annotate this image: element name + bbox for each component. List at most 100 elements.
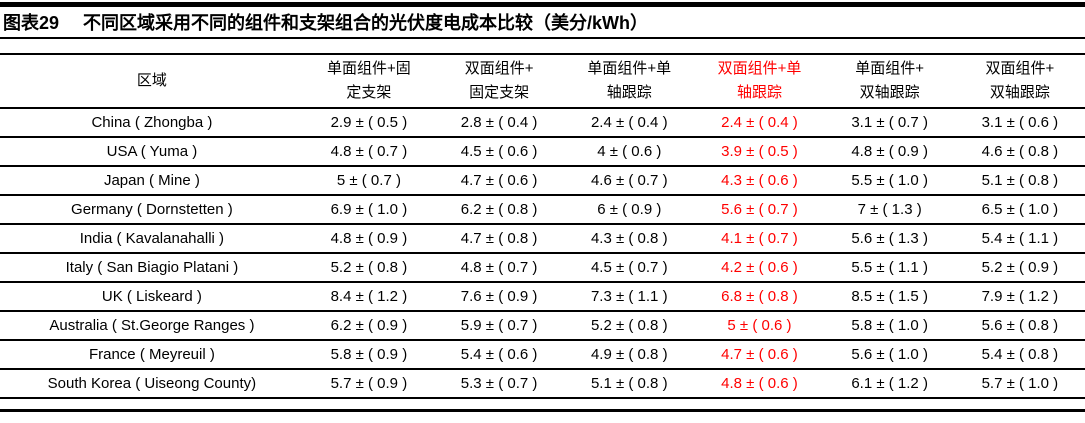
value-cell: 5.6 ± ( 0.8 ) — [954, 311, 1085, 341]
region-cell: China ( Zhongba ) — [0, 108, 304, 138]
value-cell: 5 ± ( 0.6 ) — [694, 311, 825, 341]
value-cell: 6.8 ± ( 0.8 ) — [694, 282, 825, 312]
value-cell: 4.8 ± ( 0.9 ) — [303, 224, 434, 254]
value-cell: 4.8 ± ( 0.6 ) — [694, 369, 825, 399]
table-row: Australia ( St.George Ranges ) 6.2 ± ( 0.… — [0, 311, 1085, 341]
value-cell: 4.8 ± ( 0.7 ) — [303, 137, 434, 167]
value-cell: 5.6 ± ( 0.7 ) — [694, 195, 825, 225]
table-row: Italy ( San Biagio Platani ) 5.2 ± ( 0.8 … — [0, 253, 1085, 283]
value-cell: 2.9 ± ( 0.5 ) — [303, 108, 434, 138]
region-cell: France ( Meyreuil ) — [0, 340, 304, 370]
table-row: Japan ( Mine ) 5 ± ( 0.7 ) 4.7 ± ( 0.6 ) 4.… — [0, 166, 1085, 196]
column-header-line1: 双面组件+单 — [717, 60, 802, 77]
value-cell: 2.4 ± ( 0.4 ) — [564, 108, 695, 138]
value-cell: 4.8 ± ( 0.9 ) — [824, 137, 955, 167]
region-cell: Italy ( San Biagio Platani ) — [0, 253, 304, 283]
column-header-line1: 双面组件+ — [464, 60, 534, 77]
table-row: USA ( Yuma ) 4.8 ± ( 0.7 ) 4.5 ± ( 0.6 ) 4 … — [0, 137, 1085, 167]
value-cell: 6.2 ± ( 0.9 ) — [303, 311, 434, 341]
region-cell: Australia ( St.George Ranges ) — [0, 311, 304, 341]
column-header: 双面组件+ 固定支架 — [434, 54, 565, 109]
value-cell: 4.3 ± ( 0.6 ) — [694, 166, 825, 196]
lcoe-table: 区域 单面组件+固 定支架 双面组件+ 固定支架 单面组件+单 轴跟踪 双面组件+单 轴跟踪单… — [0, 53, 1085, 399]
table-row: Germany ( Dornstetten ) 6.9 ± ( 1.0 ) 6.2 … — [0, 195, 1085, 225]
value-cell: 5.3 ± ( 0.7 ) — [434, 369, 565, 399]
value-cell: 4.8 ± ( 0.7 ) — [434, 253, 565, 283]
value-cell: 4.5 ± ( 0.7 ) — [564, 253, 695, 283]
value-cell: 7.3 ± ( 1.1 ) — [564, 282, 695, 312]
column-header-line1: 单面组件+单 — [587, 60, 672, 77]
region-cell: South Korea ( Uiseong County) — [0, 369, 304, 399]
column-header-line2: 轴跟踪 — [606, 84, 652, 101]
value-cell: 5.2 ± ( 0.8 ) — [303, 253, 434, 283]
region-cell: India ( Kavalanahalli ) — [0, 224, 304, 254]
value-cell: 5.6 ± ( 1.0 ) — [824, 340, 955, 370]
column-header: 单面组件+固 定支架 — [303, 54, 434, 109]
value-cell: 3.9 ± ( 0.5 ) — [694, 137, 825, 167]
value-cell: 5.2 ± ( 0.9 ) — [954, 253, 1085, 283]
column-header-region: 区域 — [0, 54, 304, 109]
figure-title: 图表29 不同区域采用不同的组件和支架组合的光伏度电成本比较（美分/kWh） — [0, 7, 1085, 39]
value-cell: 5.4 ± ( 1.1 ) — [954, 224, 1085, 254]
report-figure: 图表29 不同区域采用不同的组件和支架组合的光伏度电成本比较（美分/kWh） 区… — [0, 2, 1085, 412]
column-header-line2: 定支架 — [346, 84, 392, 101]
value-cell: 5.5 ± ( 1.0 ) — [824, 166, 955, 196]
table-body: China ( Zhongba ) 2.9 ± ( 0.5 ) 2.8 ± ( 0.… — [0, 108, 1085, 399]
column-header-line2: 固定支架 — [469, 84, 530, 101]
value-cell: 4.7 ± ( 0.8 ) — [434, 224, 565, 254]
value-cell: 4.9 ± ( 0.8 ) — [564, 340, 695, 370]
value-cell: 4.2 ± ( 0.6 ) — [694, 253, 825, 283]
column-header-line1: 双面组件+ — [985, 60, 1055, 77]
value-cell: 5.1 ± ( 0.8 ) — [564, 369, 695, 399]
column-header-line1: 单面组件+ — [855, 60, 925, 77]
value-cell: 4.6 ± ( 0.7 ) — [564, 166, 695, 196]
value-cell: 5.2 ± ( 0.8 ) — [564, 311, 695, 341]
value-cell: 6.9 ± ( 1.0 ) — [303, 195, 434, 225]
figure-title-text: 不同区域采用不同的组件和支架组合的光伏度电成本比较（美分/kWh） — [83, 13, 649, 33]
table-bottom-gap — [0, 399, 1085, 409]
value-cell: 7.6 ± ( 0.9 ) — [434, 282, 565, 312]
column-header-line2: 轴跟踪 — [736, 84, 782, 101]
value-cell: 6.5 ± ( 1.0 ) — [954, 195, 1085, 225]
value-cell: 5.9 ± ( 0.7 ) — [434, 311, 565, 341]
value-cell: 8.5 ± ( 1.5 ) — [824, 282, 955, 312]
table-row: South Korea ( Uiseong County) 5.7 ± ( 0.9… — [0, 369, 1085, 399]
value-cell: 6 ± ( 0.9 ) — [564, 195, 695, 225]
value-cell: 6.1 ± ( 1.2 ) — [824, 369, 955, 399]
column-header: 单面组件+ 双轴跟踪 — [824, 54, 955, 109]
value-cell: 7.9 ± ( 1.2 ) — [954, 282, 1085, 312]
value-cell: 4.1 ± ( 0.7 ) — [694, 224, 825, 254]
value-cell: 2.4 ± ( 0.4 ) — [694, 108, 825, 138]
value-cell: 5.8 ± ( 1.0 ) — [824, 311, 955, 341]
value-cell: 5.4 ± ( 0.6 ) — [434, 340, 565, 370]
column-header: 双面组件+单 轴跟踪 — [694, 54, 825, 109]
column-header: 单面组件+单 轴跟踪 — [564, 54, 695, 109]
column-header-line2: 双轴跟踪 — [859, 84, 920, 101]
value-cell: 3.1 ± ( 0.7 ) — [824, 108, 955, 138]
table-row: UK ( Liskeard ) 8.4 ± ( 1.2 ) 7.6 ± ( 0.9 … — [0, 282, 1085, 312]
value-cell: 5.6 ± ( 1.3 ) — [824, 224, 955, 254]
column-header-line2: 双轴跟踪 — [989, 84, 1050, 101]
value-cell: 5.5 ± ( 1.1 ) — [824, 253, 955, 283]
table-bottom-rule — [0, 409, 1085, 412]
value-cell: 4.7 ± ( 0.6 ) — [434, 166, 565, 196]
value-cell: 3.1 ± ( 0.6 ) — [954, 108, 1085, 138]
region-cell: USA ( Yuma ) — [0, 137, 304, 167]
value-cell: 4.7 ± ( 0.6 ) — [694, 340, 825, 370]
header-row: 区域 单面组件+固 定支架 双面组件+ 固定支架 单面组件+单 轴跟踪 双面组件+单 轴跟踪单… — [0, 54, 1085, 109]
value-cell: 8.4 ± ( 1.2 ) — [303, 282, 434, 312]
value-cell: 5.7 ± ( 0.9 ) — [303, 369, 434, 399]
region-cell: UK ( Liskeard ) — [0, 282, 304, 312]
value-cell: 5.8 ± ( 0.9 ) — [303, 340, 434, 370]
value-cell: 5.4 ± ( 0.8 ) — [954, 340, 1085, 370]
column-header-line1: 单面组件+固 — [327, 60, 411, 77]
column-header: 双面组件+ 双轴跟踪 — [954, 54, 1085, 109]
region-cell: Germany ( Dornstetten ) — [0, 195, 304, 225]
value-cell: 4.6 ± ( 0.8 ) — [954, 137, 1085, 167]
value-cell: 6.2 ± ( 0.8 ) — [434, 195, 565, 225]
table-row: China ( Zhongba ) 2.9 ± ( 0.5 ) 2.8 ± ( 0.… — [0, 108, 1085, 138]
value-cell: 4 ± ( 0.6 ) — [564, 137, 695, 167]
table-row: India ( Kavalanahalli ) 4.8 ± ( 0.9 ) 4.7 … — [0, 224, 1085, 254]
value-cell: 4.3 ± ( 0.8 ) — [564, 224, 695, 254]
value-cell: 5 ± ( 0.7 ) — [303, 166, 434, 196]
